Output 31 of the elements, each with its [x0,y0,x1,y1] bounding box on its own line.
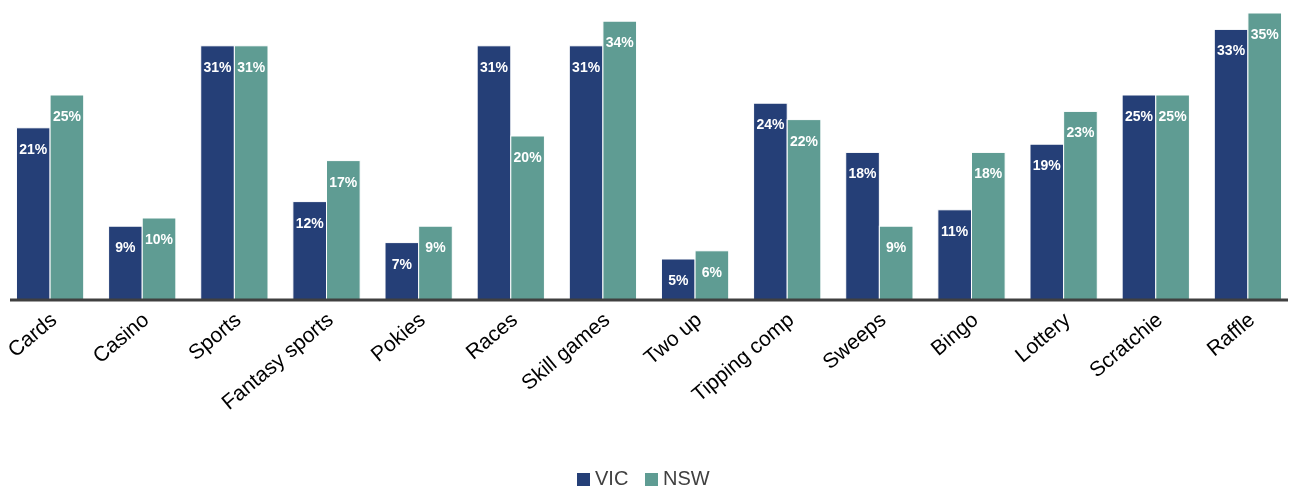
data-label: 10% [145,231,174,247]
x-tick-label: Two up [638,307,706,369]
data-label: 5% [668,272,689,288]
legend-label: VIC [595,467,629,489]
data-label: 31% [237,58,266,75]
data-label: 19% [1032,157,1062,174]
data-label: 12% [295,214,325,231]
data-label: 18% [974,165,1003,182]
data-label: 31% [572,58,601,75]
data-label: 11% [941,222,969,239]
data-label: 31% [479,58,509,75]
data-label: 25% [52,108,82,124]
data-label: 9% [886,239,907,256]
data-label: 31% [203,58,233,75]
data-label: 9% [115,239,137,256]
data-label: 25% [1158,108,1188,124]
data-label: 34% [605,34,635,51]
data-label: 25% [1124,108,1154,124]
data-label: 6% [701,263,723,280]
data-label: 20% [513,149,543,165]
data-label: 33% [1217,42,1246,59]
data-label: 7% [391,255,413,272]
data-label: 18% [848,165,878,182]
data-label: 21% [19,140,48,157]
data-label: 35% [1250,26,1280,42]
data-label: 9% [425,239,447,256]
data-label: 23% [1066,124,1096,141]
data-label: 22% [790,132,819,149]
legend-label: NSW [663,467,710,489]
data-label: 17% [329,173,358,190]
data-label: 24% [756,116,785,133]
